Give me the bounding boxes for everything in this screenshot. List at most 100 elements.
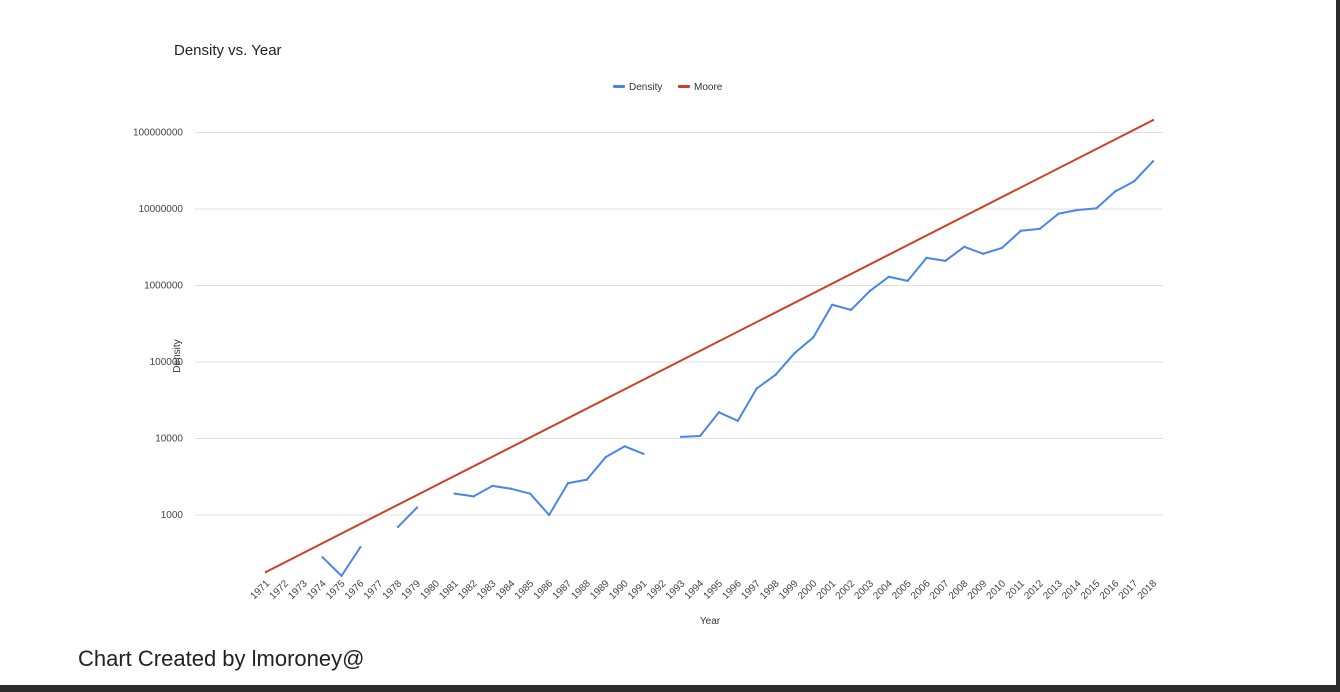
density-data-point (547, 513, 551, 517)
density-data-point (623, 445, 626, 448)
density-data-point (1057, 212, 1060, 215)
chart-title: Density vs. Year (174, 42, 282, 59)
x-tick-label: 1983 (475, 578, 499, 602)
density-data-point (321, 556, 324, 559)
legend-density-swatch (613, 85, 625, 88)
density-data-point (944, 259, 947, 263)
density-data-point (453, 492, 456, 495)
density-data-point (1019, 229, 1023, 232)
x-tick-label: 1985 (513, 578, 537, 602)
x-axis-ticks: 1971197219731974197519761977197819791980… (249, 578, 1160, 602)
x-tick-label: 2006 (909, 578, 933, 602)
x-tick-label: 2016 (1098, 578, 1122, 602)
x-tick-label: 2009 (966, 578, 990, 602)
density-data-point (1000, 246, 1004, 250)
density-data-point (925, 256, 928, 260)
x-tick-label: 1988 (569, 578, 593, 602)
x-tick-label: 1991 (626, 578, 650, 602)
x-tick-label: 2015 (1079, 578, 1103, 602)
x-tick-label: 1993 (664, 578, 688, 602)
window-bottom-bar (0, 685, 1340, 692)
density-data-point (1095, 207, 1098, 210)
x-tick-label: 1971 (249, 578, 273, 602)
x-tick-label: 2004 (871, 578, 895, 602)
x-tick-label: 1980 (418, 578, 442, 602)
density-data-point (717, 411, 721, 414)
x-tick-label: 1987 (551, 578, 575, 602)
density-data-point (396, 525, 400, 529)
density-series-line (681, 160, 1154, 438)
density-series-line (397, 506, 418, 528)
x-tick-label: 2010 (985, 578, 1009, 602)
legend: Density Moore (613, 82, 723, 93)
density-data-point (830, 303, 834, 306)
x-tick-label: 2013 (1041, 578, 1065, 602)
x-tick-label: 2011 (1004, 578, 1027, 601)
x-tick-label: 1999 (777, 578, 801, 602)
density-data-point (472, 495, 475, 498)
y-tick-label: 10000 (155, 434, 183, 445)
density-data-point (1132, 180, 1136, 183)
density-data-point (906, 279, 909, 283)
density-series-line (321, 546, 362, 577)
x-tick-label: 1976 (343, 578, 367, 602)
density-data-point (1151, 160, 1155, 163)
density-data-point (585, 478, 589, 481)
x-tick-label: 1972 (267, 578, 291, 602)
density-data-point (887, 275, 890, 278)
density-data-point (340, 574, 343, 578)
moore-data-point (1151, 118, 1155, 122)
x-axis-label: Year (700, 616, 721, 627)
density-data-point (359, 545, 362, 549)
x-tick-label: 1982 (456, 578, 480, 602)
density-data-point (755, 387, 758, 390)
legend-moore-swatch (678, 85, 690, 88)
density-series-line (454, 445, 644, 516)
moore-series-line (265, 119, 1154, 573)
moore-data-point (264, 570, 268, 574)
x-tick-label: 2017 (1117, 578, 1141, 602)
x-tick-label: 2012 (1022, 578, 1046, 602)
legend-density-label: Density (629, 82, 662, 93)
x-tick-label: 1995 (702, 578, 726, 602)
density-data-point (698, 434, 702, 438)
y-tick-label: 100000000 (133, 128, 183, 139)
density-data-point (1114, 190, 1117, 193)
series-lines (264, 118, 1155, 578)
x-tick-label: 1986 (532, 578, 556, 602)
y-axis-ticks: 1000 10000 100000 1000000 10000000 100000000 (133, 128, 183, 522)
density-data-point (963, 245, 966, 249)
x-tick-label: 1975 (324, 578, 348, 602)
density-data-point (566, 482, 570, 485)
x-tick-label: 2007 (928, 578, 952, 602)
x-tick-label: 1978 (381, 578, 405, 602)
x-tick-label: 1997 (739, 578, 763, 602)
y-tick-label: 1000000 (144, 281, 183, 292)
density-data-point (812, 336, 815, 339)
density-data-point (1038, 227, 1041, 231)
x-tick-label: 2001 (815, 578, 839, 602)
y-tick-label: 10000000 (139, 204, 184, 215)
y-axis-label: Density (172, 339, 183, 372)
density-data-point (604, 455, 607, 459)
density-data-point (736, 419, 740, 423)
density-data-point (679, 435, 683, 439)
chart-credit-caption: Chart Created by lmoroney@ (78, 646, 365, 671)
density-data-point (491, 484, 494, 488)
density-data-point (868, 289, 872, 293)
y-tick-label: 1000 (161, 510, 184, 521)
density-data-point (849, 308, 853, 312)
x-tick-label: 2000 (796, 578, 820, 602)
x-tick-label: 2003 (853, 578, 877, 602)
x-tick-label: 1994 (683, 578, 707, 602)
x-tick-label: 1984 (494, 578, 518, 602)
x-tick-label: 1974 (305, 578, 329, 602)
x-tick-label: 1998 (758, 578, 782, 602)
x-tick-label: 1977 (362, 578, 386, 602)
x-tick-label: 2005 (890, 578, 914, 602)
y-tick-label: 100000 (150, 357, 184, 368)
x-tick-label: 1992 (645, 578, 669, 602)
density-data-point (793, 352, 796, 355)
window-right-edge (1336, 0, 1340, 685)
x-tick-label: 2008 (947, 578, 971, 602)
